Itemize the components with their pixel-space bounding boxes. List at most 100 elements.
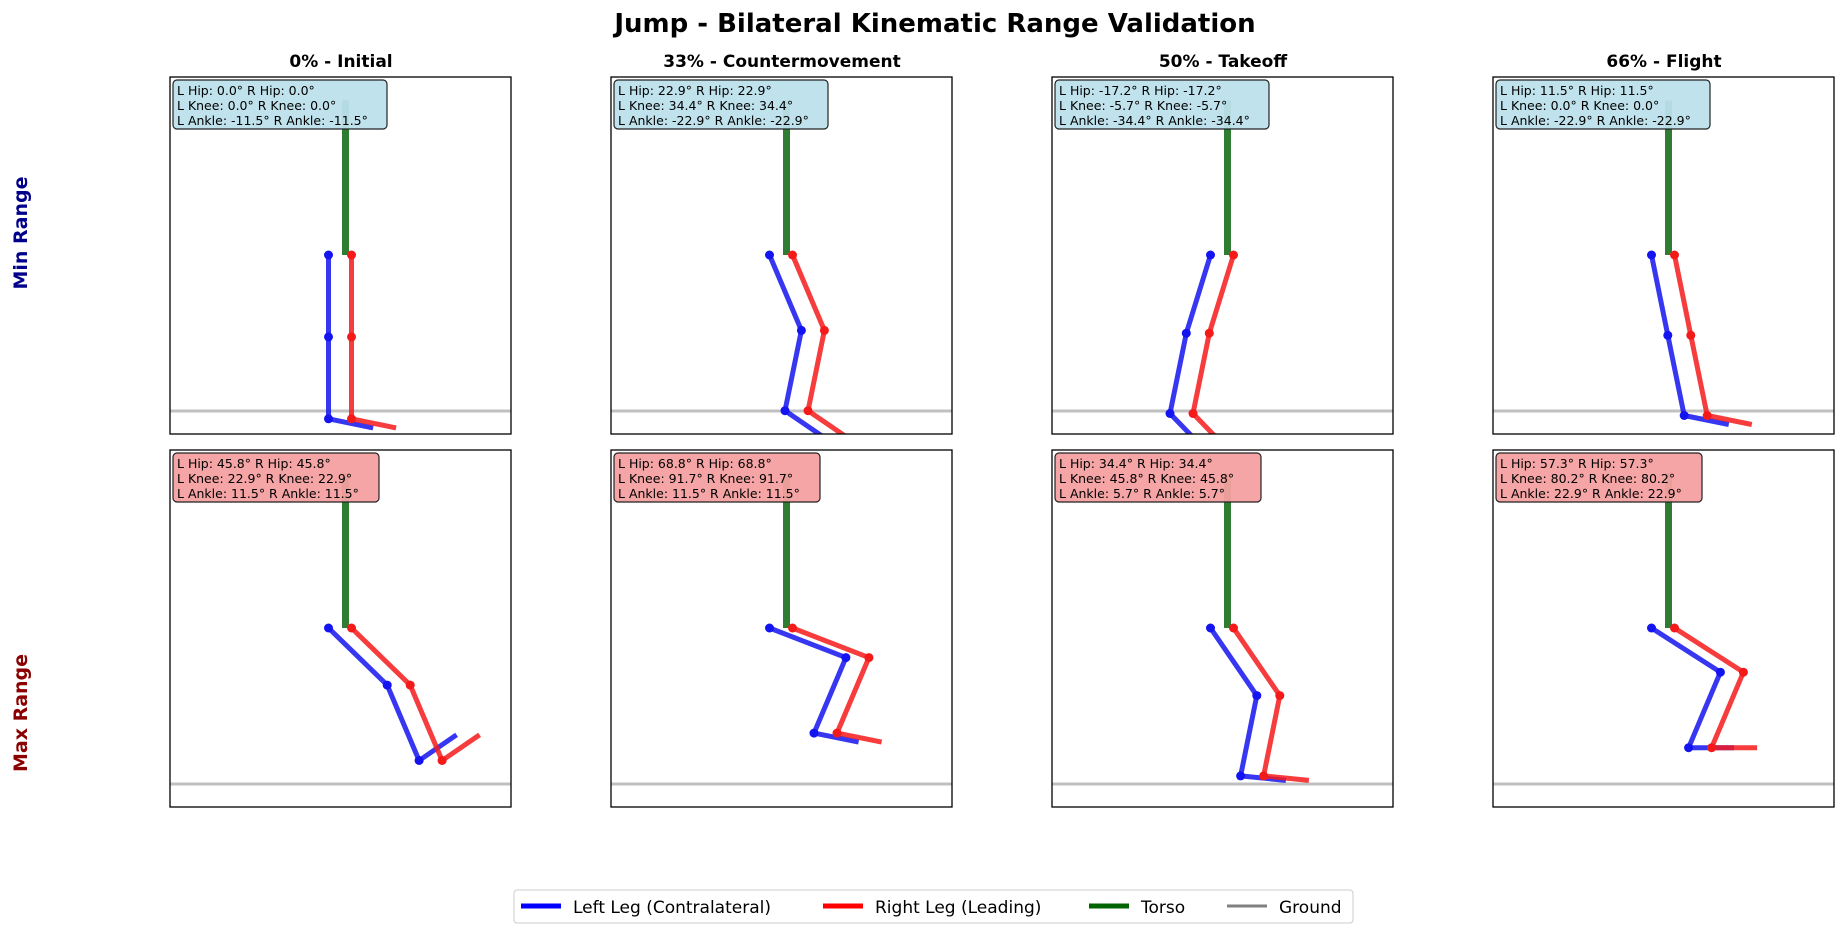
row-label-max: Max Range xyxy=(10,654,32,772)
angle-label-box: L Hip: 34.4° R Hip: 34.4°L Knee: 45.8° R… xyxy=(1054,452,1262,503)
left-hip-joint xyxy=(1647,623,1656,633)
left-leg-line xyxy=(767,254,824,434)
left-ankle-joint xyxy=(1679,411,1689,420)
right-knee-joint xyxy=(1738,667,1748,677)
right-leg-line xyxy=(791,625,883,745)
right-ankle-joint xyxy=(803,406,813,416)
left-knee-joint xyxy=(324,332,333,342)
panels-group: L Hip: 0.0° R Hip: 0.0°L Knee: 0.0° R Kn… xyxy=(169,76,1835,808)
right-hip-joint xyxy=(1229,623,1238,633)
panel-max-2: L Hip: 34.4° R Hip: 34.4°L Knee: 45.8° R… xyxy=(1051,449,1394,808)
angle-label-line: L Ankle: -22.9° R Ankle: -22.9° xyxy=(618,113,809,128)
legend-label-torso: Torso xyxy=(1140,898,1185,918)
right-ankle-joint xyxy=(347,414,356,424)
angle-label-line: L Ankle: -11.5° R Ankle: -11.5° xyxy=(177,113,368,128)
left-ankle-joint xyxy=(1236,771,1246,781)
column-title-takeoff: 50% - Takeoff xyxy=(1159,52,1288,72)
angle-label-background xyxy=(172,79,388,130)
angle-label-line: L Hip: 11.5° R Hip: 11.5° xyxy=(1500,83,1654,98)
left-knee-joint xyxy=(1663,330,1673,340)
angle-label-box: L Hip: -17.2° R Hip: -17.2°L Knee: -5.7°… xyxy=(1054,79,1270,130)
angle-label-background xyxy=(1054,452,1262,503)
panel-frame xyxy=(169,76,512,435)
right-knee-joint xyxy=(347,332,356,342)
right-hip-joint xyxy=(347,623,356,633)
right-hip-joint xyxy=(788,250,797,260)
right-leg-line xyxy=(790,254,847,434)
legend-label-ground: Ground xyxy=(1279,898,1342,918)
angle-label-box: L Hip: 57.3° R Hip: 57.3°L Knee: 80.2° R… xyxy=(1495,452,1703,503)
left-hip-joint xyxy=(1206,250,1215,260)
angle-label-line: L Hip: -17.2° R Hip: -17.2° xyxy=(1059,83,1222,98)
left-knee-joint xyxy=(1715,667,1725,677)
left-leg-line xyxy=(768,625,860,745)
left-hip-joint xyxy=(1206,623,1215,633)
legend-frame xyxy=(513,889,1354,924)
angle-label-box: L Hip: 22.9° R Hip: 22.9°L Knee: 34.4° R… xyxy=(613,79,829,130)
panel-frame xyxy=(1051,449,1394,808)
right-hip-joint xyxy=(1670,623,1679,633)
angle-label-line: L Hip: 34.4° R Hip: 34.4° xyxy=(1059,456,1213,471)
angle-label-line: L Ankle: -22.9° R Ankle: -22.9° xyxy=(1500,113,1691,128)
panel-plot-area: L Hip: 0.0° R Hip: 0.0°L Knee: 0.0° R Kn… xyxy=(170,79,511,431)
panel-max-3: L Hip: 57.3° R Hip: 57.3°L Knee: 80.2° R… xyxy=(1492,449,1835,808)
angle-label-line: L Ankle: 5.7° R Ankle: 5.7° xyxy=(1059,486,1225,501)
right-leg-line xyxy=(1231,626,1310,783)
right-leg-line xyxy=(349,626,482,763)
panel-frame xyxy=(1492,449,1835,808)
angle-label-box: L Hip: 68.8° R Hip: 68.8°L Knee: 91.7° R… xyxy=(613,452,821,503)
right-leg-line xyxy=(349,255,397,431)
angle-label-background xyxy=(613,452,821,503)
angle-label-background xyxy=(1054,79,1270,130)
angle-label-line: L Hip: 22.9° R Hip: 22.9° xyxy=(618,83,772,98)
angle-label-line: L Ankle: 11.5° R Ankle: 11.5° xyxy=(618,486,800,501)
left-ankle-joint xyxy=(1165,409,1175,418)
right-knee-joint xyxy=(1204,328,1214,338)
left-knee-joint xyxy=(841,653,851,663)
row-label-min: Min Range xyxy=(10,176,32,289)
left-ankle-joint xyxy=(1684,743,1694,753)
legend: Left Leg (Contralateral) Right Leg (Lead… xyxy=(513,889,1354,924)
legend-label-left-leg: Left Leg (Contralateral) xyxy=(573,898,771,918)
right-ankle-joint xyxy=(1707,743,1717,753)
angle-label-line: L Knee: 45.8° R Knee: 45.8° xyxy=(1059,471,1234,486)
angle-label-line: L Ankle: 11.5° R Ankle: 11.5° xyxy=(177,486,359,501)
right-hip-joint xyxy=(347,250,356,260)
right-knee-joint xyxy=(1686,330,1696,340)
panel-plot-area: L Hip: 34.4° R Hip: 34.4°L Knee: 45.8° R… xyxy=(1052,452,1393,786)
right-knee-joint xyxy=(1275,691,1285,701)
right-ankle-joint xyxy=(1188,409,1198,418)
panel-plot-area: L Hip: 11.5° R Hip: 11.5°L Knee: 0.0° R … xyxy=(1493,79,1834,427)
right-hip-joint xyxy=(788,623,797,633)
left-ankle-joint xyxy=(324,414,333,424)
right-leg-line xyxy=(1673,625,1758,751)
angle-label-background xyxy=(172,452,380,503)
right-knee-joint xyxy=(405,680,415,690)
panel-min-2: L Hip: -17.2° R Hip: -17.2°L Knee: -5.7°… xyxy=(1051,76,1394,435)
left-hip-joint xyxy=(324,250,333,260)
left-leg-line xyxy=(326,255,374,431)
column-title-initial: 0% - Initial xyxy=(289,52,392,72)
right-ankle-joint xyxy=(437,756,447,765)
panel-frame xyxy=(1492,76,1835,435)
panel-plot-area: L Hip: 22.9° R Hip: 22.9°L Knee: 34.4° R… xyxy=(611,79,952,434)
panel-min-1: L Hip: 22.9° R Hip: 22.9°L Knee: 34.4° R… xyxy=(610,76,953,435)
right-leg-line xyxy=(1672,254,1753,427)
right-ankle-joint xyxy=(1259,771,1269,781)
angle-label-line: L Hip: 0.0° R Hip: 0.0° xyxy=(177,83,315,98)
column-title-flight: 66% - Flight xyxy=(1606,52,1721,72)
left-leg-line xyxy=(326,626,459,763)
panel-frame xyxy=(169,449,512,808)
left-knee-joint xyxy=(1181,328,1191,338)
angle-label-line: L Knee: 80.2° R Knee: 80.2° xyxy=(1500,471,1675,486)
column-title-countermovement: 33% - Countermovement xyxy=(663,52,900,72)
left-leg-line xyxy=(1167,254,1213,434)
right-ankle-joint xyxy=(1702,411,1712,420)
left-ankle-joint xyxy=(809,728,819,738)
panel-plot-area: L Hip: 57.3° R Hip: 57.3°L Knee: 80.2° R… xyxy=(1493,452,1834,786)
angle-label-background xyxy=(1495,79,1711,130)
panel-frame xyxy=(1051,76,1394,435)
panel-frame xyxy=(610,76,953,435)
right-hip-joint xyxy=(1670,250,1679,260)
